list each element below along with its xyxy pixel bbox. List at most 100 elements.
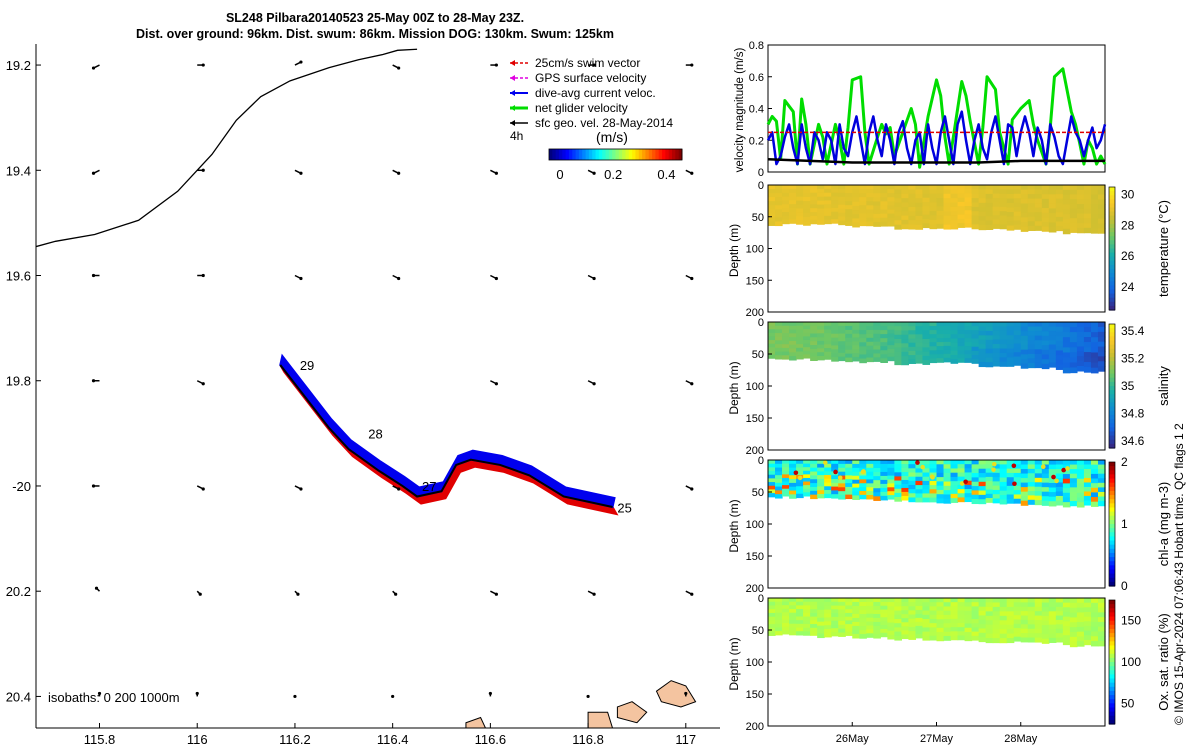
section-y-tick-label: 50 <box>752 487 764 499</box>
coast-island <box>616 701 648 724</box>
section-cell <box>887 614 895 620</box>
section-cell <box>775 333 783 338</box>
section-cell <box>768 347 776 352</box>
section-cell <box>803 492 811 497</box>
section-cell <box>852 621 860 627</box>
section-cell <box>1055 331 1064 337</box>
section-cell <box>796 460 804 465</box>
section-colorbar-segment <box>1109 398 1115 404</box>
section-cell <box>1090 621 1099 628</box>
day-label: 28 <box>368 427 382 442</box>
section-cell <box>929 354 938 360</box>
section-cell <box>810 325 818 331</box>
section-cell <box>817 348 825 353</box>
section-cell <box>1069 496 1078 502</box>
section-colorbar-segment <box>1109 281 1115 286</box>
section-cell <box>1027 212 1036 218</box>
section-cell <box>1048 203 1057 210</box>
section-cell <box>915 185 924 191</box>
section-cell <box>817 621 825 627</box>
section-cell <box>1097 460 1106 466</box>
section-cell <box>992 210 1001 216</box>
geo-velocity-arrowhead <box>299 487 303 491</box>
section-colorbar-segment <box>1109 474 1115 480</box>
section-cell <box>971 635 980 641</box>
section-cell <box>992 343 1001 349</box>
section-cell <box>1013 632 1022 638</box>
section-cell <box>1076 346 1085 352</box>
colorbar-segment <box>632 149 636 160</box>
section-cell <box>1097 366 1106 372</box>
section-cell <box>936 215 945 221</box>
section-cell <box>852 349 860 354</box>
section-cell <box>901 602 910 607</box>
section-cell <box>803 197 811 202</box>
section-cell <box>873 337 881 343</box>
section-cell <box>929 202 938 208</box>
section-cell <box>999 495 1008 501</box>
section-cell <box>971 481 980 487</box>
section-cell <box>775 612 783 617</box>
section-cell <box>1097 189 1106 196</box>
section-cell <box>894 322 902 327</box>
section-cell <box>929 464 938 469</box>
section-cell <box>1083 491 1092 497</box>
section-cell <box>1027 611 1036 617</box>
colorbar-segment <box>635 149 640 160</box>
section-cell <box>1048 340 1057 346</box>
section-cell <box>922 330 931 336</box>
section-cell <box>1048 331 1057 337</box>
section-cell <box>964 342 973 347</box>
section-cell <box>1013 189 1022 195</box>
section-cell <box>887 463 895 469</box>
section-cell <box>1062 502 1071 508</box>
section-cell <box>1090 204 1099 210</box>
section-cell <box>810 467 818 473</box>
section-cell <box>873 617 881 623</box>
section-cell <box>775 490 783 495</box>
section-cell <box>922 201 931 207</box>
legend-scale-label: 4h <box>510 129 523 143</box>
section-cell <box>796 212 804 217</box>
section-cell <box>957 218 966 224</box>
section-cell <box>887 333 895 339</box>
section-cell <box>1034 619 1043 625</box>
section-cell <box>915 625 924 631</box>
section-cell <box>978 357 987 363</box>
section-cell <box>1006 615 1015 621</box>
section-cell <box>957 602 966 607</box>
section-cell <box>1062 342 1071 348</box>
section-cell <box>978 344 987 350</box>
section-cell <box>810 616 818 621</box>
section-cell <box>950 476 959 482</box>
section-cell <box>964 214 973 220</box>
section-cell <box>866 475 874 481</box>
section-cell <box>873 189 881 194</box>
section-cell <box>1048 487 1057 493</box>
section-cell <box>894 185 902 191</box>
section-colorbar-segment <box>1109 682 1115 688</box>
section-cell <box>943 325 952 331</box>
section-colorbar-tick-label: 28 <box>1121 218 1135 232</box>
section-cell <box>824 208 832 213</box>
section-cell <box>873 185 881 190</box>
section-cell <box>873 193 881 198</box>
section-cell <box>957 210 966 216</box>
section-cell <box>1006 485 1015 491</box>
section-cell <box>852 214 860 220</box>
section-colorbar-tick-label: 0 <box>1121 579 1128 593</box>
section-cell <box>1090 501 1099 507</box>
section-cell <box>978 202 987 208</box>
section-cell <box>1034 335 1043 341</box>
section-cell <box>1069 357 1078 364</box>
section-cell <box>859 185 867 190</box>
section-cell <box>929 489 938 495</box>
section-cell <box>1041 354 1050 360</box>
geo-velocity-arrowhead <box>391 694 395 699</box>
section-cell <box>978 189 987 195</box>
section-cell <box>1097 223 1106 229</box>
section-cell <box>992 330 1001 336</box>
time-x-tick-label: 27May <box>920 733 954 745</box>
section-cell <box>908 220 917 226</box>
section-cell <box>887 325 895 331</box>
